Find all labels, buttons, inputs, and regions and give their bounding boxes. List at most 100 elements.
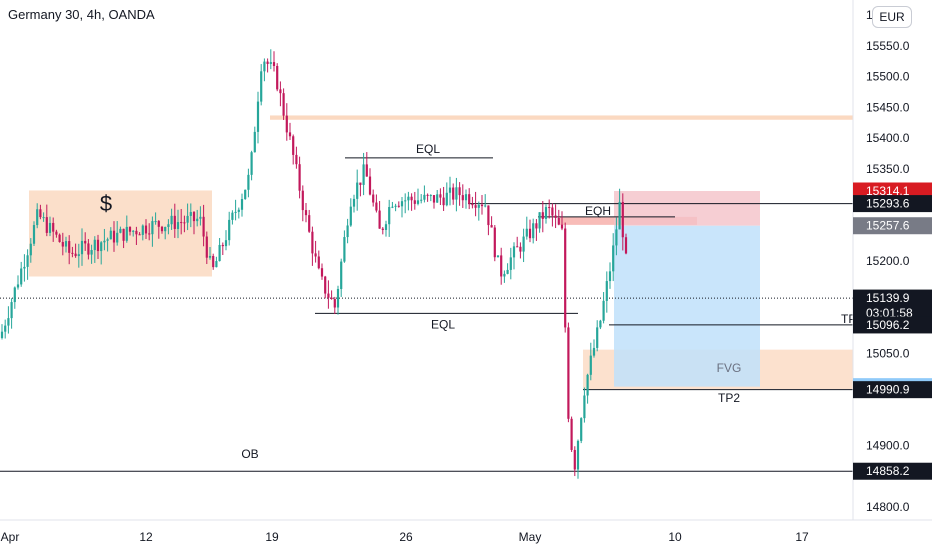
candle-body (580, 418, 583, 441)
candle-body (0, 331, 4, 338)
candle-body (480, 204, 484, 207)
candle-body (55, 231, 58, 235)
candle-body (23, 266, 26, 269)
candle-body (304, 210, 308, 216)
candle-body (471, 203, 474, 206)
candle-body (426, 194, 429, 196)
candle-body (410, 196, 413, 201)
candle-body (346, 225, 349, 238)
y-tick-label: 14900.0 (866, 439, 910, 453)
candle-body (516, 246, 519, 248)
candle-body (154, 221, 157, 223)
candle-body (468, 194, 471, 204)
candle-body (496, 255, 500, 258)
candle-body (336, 289, 340, 308)
candle-body (250, 152, 253, 175)
candle-body (7, 318, 10, 326)
candle-body (176, 222, 180, 229)
candle-body (442, 197, 445, 206)
candle-body (618, 201, 621, 230)
y-tick-label: 15200.0 (866, 254, 910, 268)
candle-body (567, 327, 570, 419)
candle-body (548, 207, 551, 209)
candle-body (522, 236, 525, 252)
candles (0, 49, 628, 479)
candle-body (237, 209, 240, 212)
candle-body (384, 224, 388, 230)
candle-body (87, 243, 90, 255)
candle-body (445, 192, 448, 206)
candle-body (474, 205, 477, 208)
candle-body (199, 216, 202, 219)
price-badge-text: 15314.1 (866, 184, 910, 198)
candle-body (400, 201, 404, 207)
candle-body (276, 65, 279, 90)
candle-body (624, 237, 628, 254)
price-badge-text: 15293.6 (866, 197, 910, 211)
candle-body (45, 217, 48, 233)
price-badge-text: 15257.6 (866, 219, 910, 233)
candle-body (320, 268, 324, 277)
candle-body (429, 195, 432, 197)
candle-body (503, 273, 506, 277)
candle-body (394, 205, 397, 207)
candle-body (128, 226, 132, 232)
price-axis-background (853, 0, 932, 520)
candle-body (42, 217, 45, 219)
candle-body (570, 418, 573, 450)
candle-body (500, 255, 503, 277)
candle-body (372, 194, 375, 203)
candle-body (404, 200, 407, 202)
time-axis-background (0, 520, 932, 550)
currency-button[interactable]: EUR (872, 6, 912, 28)
candle-body (564, 228, 567, 328)
candle-body (138, 234, 141, 236)
price-badge-text: 14858.2 (866, 464, 910, 478)
candle-body (272, 62, 276, 66)
candle-body (493, 227, 496, 258)
candle-body (80, 240, 84, 255)
candle-body (125, 226, 128, 241)
candle-body (183, 222, 186, 224)
annotation-label: OB (241, 447, 258, 461)
x-tick-label: 17 (795, 530, 809, 544)
candle-body (112, 230, 116, 243)
candle-body (519, 246, 522, 252)
candle-body (20, 268, 23, 285)
x-tick-label: May (519, 530, 542, 544)
candle-body (378, 210, 381, 229)
candle-body (573, 449, 576, 470)
price-badge-bg (853, 381, 932, 399)
candle-body (557, 217, 560, 225)
candle-body (528, 228, 532, 239)
candle-body (247, 174, 250, 190)
candle-body (576, 440, 580, 470)
candle-body (144, 225, 148, 234)
candle-body (74, 253, 77, 257)
candle-body (439, 194, 442, 198)
candle-body (4, 325, 7, 332)
y-tick-label: 14800.0 (866, 500, 910, 514)
x-tick-label: 10 (668, 530, 682, 544)
candle-body (388, 206, 391, 225)
candle-body (535, 223, 538, 229)
candle-body (560, 224, 564, 229)
price-badge: 14858.2 (853, 462, 932, 480)
annotation-label: EQL (416, 142, 440, 156)
price-badge: 14990.9 (853, 381, 932, 399)
candle-body (333, 298, 336, 308)
candle-body (180, 222, 183, 224)
annotation-label: EQH (585, 204, 611, 218)
candle-body (602, 300, 605, 321)
candle-body (224, 240, 228, 247)
candle-body (538, 212, 541, 229)
candle-body (311, 231, 314, 254)
candle-body (381, 228, 384, 230)
candle-body (16, 284, 20, 288)
candle-body (362, 164, 365, 185)
price-badge-bg (853, 316, 932, 334)
candle-body (109, 230, 112, 240)
candle-body (413, 200, 416, 204)
candle-body (215, 261, 218, 268)
